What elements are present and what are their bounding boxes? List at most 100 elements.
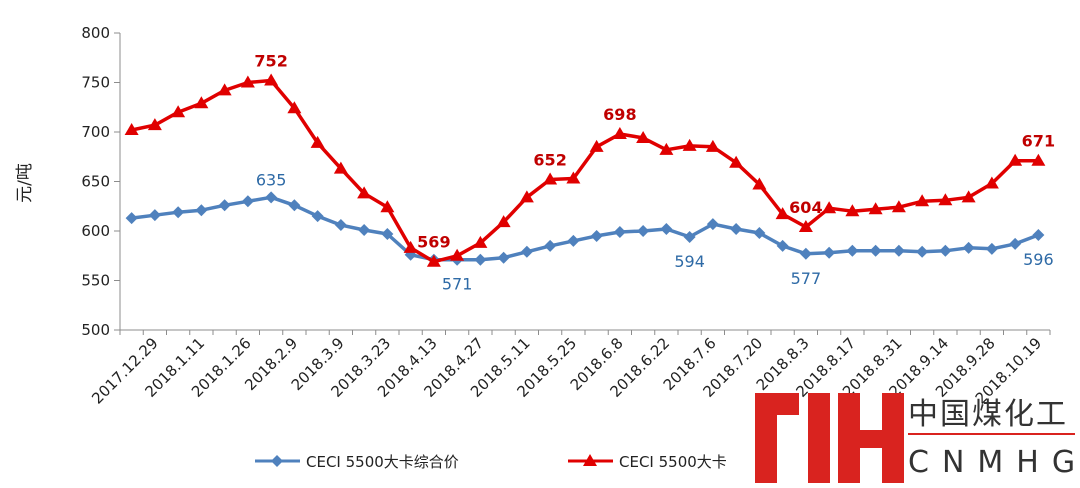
data-label: 594 <box>674 252 705 271</box>
data-point <box>961 190 976 203</box>
data-point <box>613 225 626 238</box>
y-tick-label: 550 <box>81 272 110 290</box>
data-point <box>334 219 347 232</box>
data-point <box>288 199 301 212</box>
data-point <box>333 161 348 174</box>
watermark-en-text: CNMHG <box>908 445 1080 480</box>
data-point <box>148 209 161 222</box>
data-point <box>798 220 813 233</box>
data-point <box>241 195 254 208</box>
data-label: 752 <box>254 52 287 71</box>
data-point <box>310 135 325 148</box>
data-point <box>705 139 720 152</box>
data-point <box>403 240 418 253</box>
data-point <box>544 239 557 252</box>
legend-item-red: CECI 5500大卡 <box>568 453 727 471</box>
data-point <box>822 201 837 214</box>
data-point <box>590 229 603 242</box>
data-point <box>683 230 696 243</box>
data-point <box>984 176 999 189</box>
data-point <box>962 241 975 254</box>
data-point <box>125 212 138 225</box>
y-axis-label: 元/吨 <box>15 163 35 203</box>
series-layer <box>124 73 1046 267</box>
data-point <box>1031 153 1046 166</box>
series-line <box>131 78 1039 264</box>
legend-item-blue: CECI 5500大卡综合价 <box>255 453 459 471</box>
data-point <box>846 244 859 257</box>
data-point <box>171 105 186 118</box>
data-point <box>612 126 627 139</box>
data-point <box>868 202 883 215</box>
data-point <box>799 247 812 260</box>
data-point <box>124 123 139 136</box>
y-tick-label: 750 <box>81 74 110 92</box>
data-point <box>776 239 789 252</box>
data-point <box>775 207 790 220</box>
data-point <box>682 138 697 151</box>
data-point <box>357 186 372 199</box>
data-point <box>891 200 906 213</box>
data-point <box>380 200 395 213</box>
data-point <box>566 171 581 184</box>
data-point <box>497 251 510 264</box>
data-label: 652 <box>533 151 566 170</box>
data-label: 569 <box>417 233 450 252</box>
data-point <box>358 224 371 237</box>
data-point <box>752 177 767 190</box>
data-label: 698 <box>603 105 636 124</box>
data-label: 604 <box>789 198 822 217</box>
data-point <box>450 248 465 261</box>
data-point <box>939 244 952 257</box>
data-point <box>311 210 324 223</box>
legend-marker-red <box>583 454 597 466</box>
legend-label-blue: CECI 5500大卡综合价 <box>306 453 459 471</box>
y-tick-label: 700 <box>81 123 110 141</box>
data-point <box>637 225 650 237</box>
series-red <box>124 73 1046 267</box>
y-tick-label: 600 <box>81 222 110 240</box>
data-point <box>823 246 836 259</box>
data-point <box>426 254 441 267</box>
data-point <box>496 215 511 228</box>
data-point <box>730 223 743 236</box>
data-point <box>589 139 604 152</box>
series-line <box>131 195 1040 262</box>
data-label: 671 <box>1022 132 1055 151</box>
data-point <box>1009 237 1022 250</box>
y-tick-label: 800 <box>81 24 110 42</box>
data-point <box>845 204 860 217</box>
data-point <box>265 191 278 204</box>
data-point <box>217 83 232 96</box>
y-axis: 500 550 600 650 700 750 800 <box>81 24 121 339</box>
cnmhg-watermark: 中国煤化工 CNMHG <box>755 393 1080 483</box>
watermark-cn-text: 中国煤化工 <box>908 397 1068 432</box>
data-point <box>706 218 719 231</box>
series-blue <box>125 191 1045 266</box>
data-point <box>659 142 674 155</box>
legend-marker-blue <box>271 455 283 467</box>
data-point <box>729 155 744 168</box>
data-point <box>753 226 766 239</box>
data-point <box>240 75 255 88</box>
data-point <box>381 227 394 240</box>
data-point <box>195 204 208 217</box>
data-point <box>660 223 673 236</box>
data-point <box>543 172 558 185</box>
data-label: 571 <box>442 275 473 294</box>
data-point <box>474 253 487 266</box>
data-point <box>915 194 930 207</box>
data-point <box>194 96 209 109</box>
data-point <box>473 235 488 248</box>
data-point <box>892 244 905 257</box>
data-point <box>869 244 882 257</box>
data-point <box>218 199 231 212</box>
cnmhg-logo-icon <box>755 393 904 483</box>
data-point <box>147 118 162 131</box>
data-point <box>938 193 953 206</box>
data-label: 577 <box>791 269 822 288</box>
data-point <box>636 130 651 143</box>
y-tick-label: 500 <box>81 321 110 339</box>
data-point <box>1008 153 1023 166</box>
